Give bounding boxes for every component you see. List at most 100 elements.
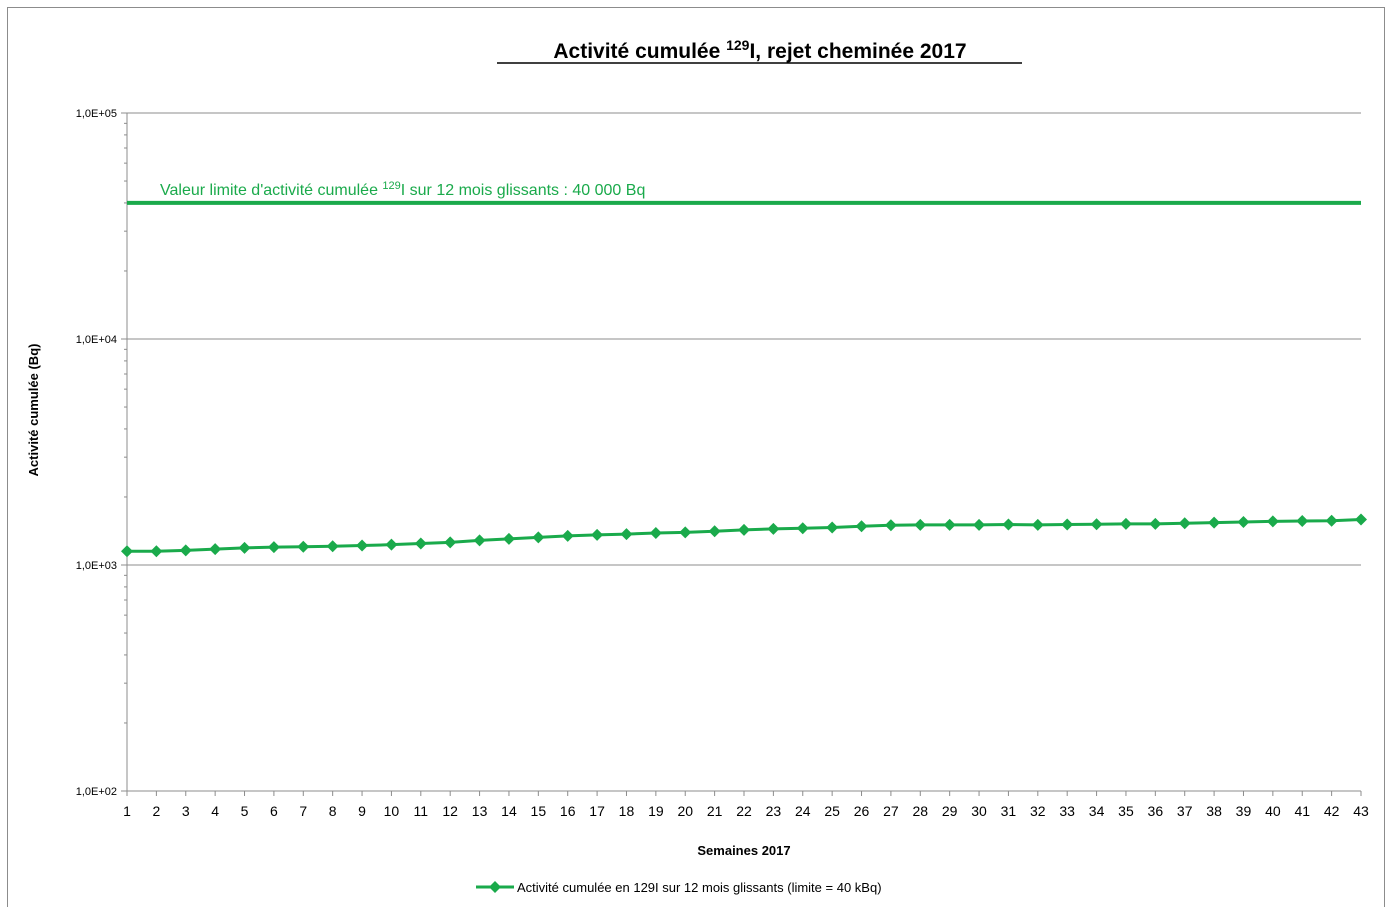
x-tick-label: 11 xyxy=(414,803,429,819)
data-point xyxy=(738,523,750,536)
x-tick-label: 18 xyxy=(619,803,635,819)
x-tick-label: 20 xyxy=(677,803,693,819)
data-point xyxy=(1355,513,1367,526)
chart-frame xyxy=(7,7,1385,907)
data-point xyxy=(826,521,839,534)
data-point xyxy=(414,537,427,550)
x-tick-label: 26 xyxy=(854,803,870,819)
data-point xyxy=(973,518,986,531)
data-point xyxy=(502,532,515,545)
x-tick-label: 15 xyxy=(531,803,547,819)
y-axis-label: Activité cumulée (Bq) xyxy=(26,344,41,477)
series-markers xyxy=(121,513,1367,558)
data-point xyxy=(297,540,310,553)
y-tick-label: 1,0E+03 xyxy=(76,560,117,572)
data-point xyxy=(1325,514,1338,527)
x-tick-label: 35 xyxy=(1118,803,1134,819)
x-tick-label: 21 xyxy=(707,803,723,819)
data-point xyxy=(1090,518,1103,531)
x-tick-label: 38 xyxy=(1206,803,1222,819)
data-point xyxy=(1237,515,1250,528)
x-tick-label: 41 xyxy=(1294,803,1310,819)
y-tick-label: 1,0E+05 xyxy=(76,108,117,120)
y-tick-label: 1,0E+02 xyxy=(76,786,117,798)
limit-annotation: Valeur limite d'activité cumulée 129I su… xyxy=(160,180,645,199)
x-tick-label: 5 xyxy=(241,803,249,819)
x-tick-label: 32 xyxy=(1030,803,1046,819)
data-point xyxy=(121,545,133,558)
data-point xyxy=(884,519,897,532)
x-tick-label: 36 xyxy=(1148,803,1164,819)
data-point xyxy=(914,518,927,531)
y-axis: 1,0E+02 1,0E+03 1,0E+04 1,0E+05 xyxy=(76,108,128,798)
x-tick-label: 43 xyxy=(1353,803,1369,819)
data-point xyxy=(679,526,692,539)
data-point xyxy=(326,540,339,553)
x-tick-label: 8 xyxy=(329,803,337,819)
x-tick-label: 13 xyxy=(472,803,488,819)
x-tick-label: 14 xyxy=(501,803,517,819)
x-tick-label: 28 xyxy=(912,803,928,819)
x-tick-label: 30 xyxy=(971,803,987,819)
x-tick-label: 39 xyxy=(1236,803,1252,819)
x-tick-label: 23 xyxy=(766,803,782,819)
data-point xyxy=(1149,517,1162,530)
data-point xyxy=(1266,515,1279,528)
data-point xyxy=(1061,518,1074,531)
x-tick-label: 24 xyxy=(795,803,811,819)
data-point xyxy=(179,544,192,557)
x-tick-label: 9 xyxy=(358,803,366,819)
x-tick-label: 29 xyxy=(942,803,958,819)
legend: Activité cumulée en 129I sur 12 mois gli… xyxy=(476,880,882,895)
data-point xyxy=(532,531,545,544)
x-tick-label: 2 xyxy=(152,803,160,819)
x-tick-label: 1 xyxy=(123,803,131,819)
data-point xyxy=(796,522,809,535)
data-point xyxy=(473,534,486,547)
data-point xyxy=(649,527,662,540)
data-point xyxy=(1002,518,1015,531)
x-tick-label: 37 xyxy=(1177,803,1193,819)
data-point xyxy=(620,528,633,541)
data-point xyxy=(1031,518,1044,531)
data-point xyxy=(1178,517,1191,530)
legend-entry: Activité cumulée en 129I sur 12 mois gli… xyxy=(517,880,882,895)
x-tick-label: 16 xyxy=(560,803,576,819)
data-point xyxy=(1119,517,1132,530)
x-tick-label: 40 xyxy=(1265,803,1281,819)
x-tick-label: 27 xyxy=(883,803,899,819)
x-tick-label: 33 xyxy=(1059,803,1075,819)
data-point xyxy=(943,518,956,531)
data-point xyxy=(855,520,868,533)
x-tick-label: 3 xyxy=(182,803,190,819)
x-tick-label: 19 xyxy=(648,803,664,819)
x-tick-label: 7 xyxy=(299,803,307,819)
x-tick-label: 4 xyxy=(211,803,219,819)
x-tick-label: 25 xyxy=(824,803,840,819)
x-tick-label: 31 xyxy=(1001,803,1017,819)
chart-title: Activité cumulée 129I, rejet cheminée 20… xyxy=(553,37,966,63)
x-tick-label: 42 xyxy=(1324,803,1340,819)
data-point xyxy=(708,525,721,538)
x-axis: 1 2 3 4 5 6 7 8 9 10 11 12 13 14 15 16 17 18 19 20 21 22 23 24 2… xyxy=(123,790,1369,819)
data-point xyxy=(267,541,280,554)
x-tick-label: 34 xyxy=(1089,803,1105,819)
y-tick-label: 1,0E+04 xyxy=(76,334,117,346)
data-point xyxy=(767,522,780,535)
data-point xyxy=(561,529,574,542)
data-point xyxy=(238,541,251,554)
data-point xyxy=(1296,515,1309,528)
data-point xyxy=(209,543,222,556)
x-tick-label: 17 xyxy=(589,803,605,819)
x-tick-label: 22 xyxy=(736,803,752,819)
data-point xyxy=(591,528,604,541)
data-point xyxy=(385,538,398,551)
x-tick-label: 12 xyxy=(442,803,458,819)
data-point xyxy=(150,545,163,558)
grid-lines xyxy=(127,112,1361,566)
x-tick-label: 10 xyxy=(384,803,400,819)
legend-marker-diamond xyxy=(489,881,501,893)
data-point xyxy=(444,536,457,549)
x-tick-label: 6 xyxy=(270,803,278,819)
